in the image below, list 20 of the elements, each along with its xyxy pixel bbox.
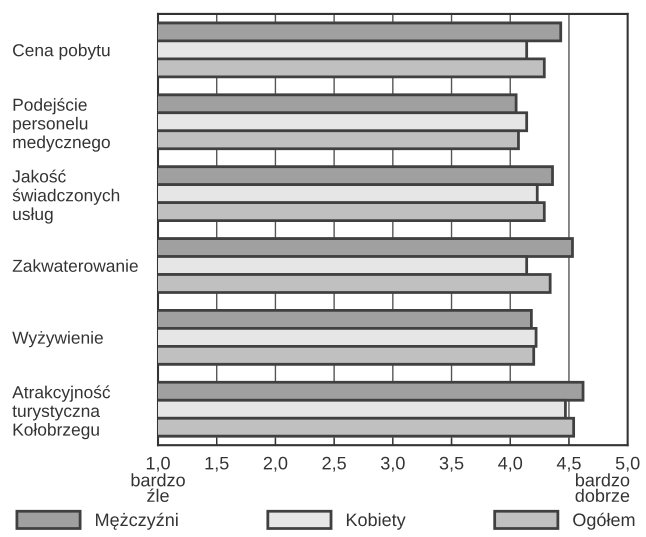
y-tick-label: Cena pobytu	[13, 44, 110, 60]
x-tick-label: 3,0	[380, 456, 405, 472]
text: bardzo dobrze	[576, 473, 630, 502]
x-tick-label: 4,5	[556, 456, 581, 472]
y-tick-label: Jakość świadczonych usług	[12, 170, 120, 224]
legend-label: Kobiety	[346, 512, 406, 530]
x-tick-label: 1,5	[206, 456, 229, 472]
x-tick-label: 2,5	[322, 456, 346, 472]
x-tick-label: 5,0	[616, 456, 640, 472]
x-tick-label: 4,0	[498, 456, 522, 472]
y-tick-label: Podejście personelu medycznego	[13, 98, 110, 152]
x-tick-label: 2,0	[264, 456, 288, 472]
x-tick-label: 3,5	[440, 456, 464, 472]
y-tick-label: Zakwaterowanie	[12, 259, 138, 272]
y-tick-label: Atrakcyjność turystyczna Kołobrzegu	[12, 385, 110, 440]
y-tick-label: Wyżywienie	[12, 331, 103, 348]
x-tick-label: 1,0	[146, 456, 170, 472]
legend-label: Mężczyźni	[96, 512, 178, 530]
legend-label: Ogółem	[573, 512, 634, 530]
text: bardzo źle	[132, 473, 185, 502]
